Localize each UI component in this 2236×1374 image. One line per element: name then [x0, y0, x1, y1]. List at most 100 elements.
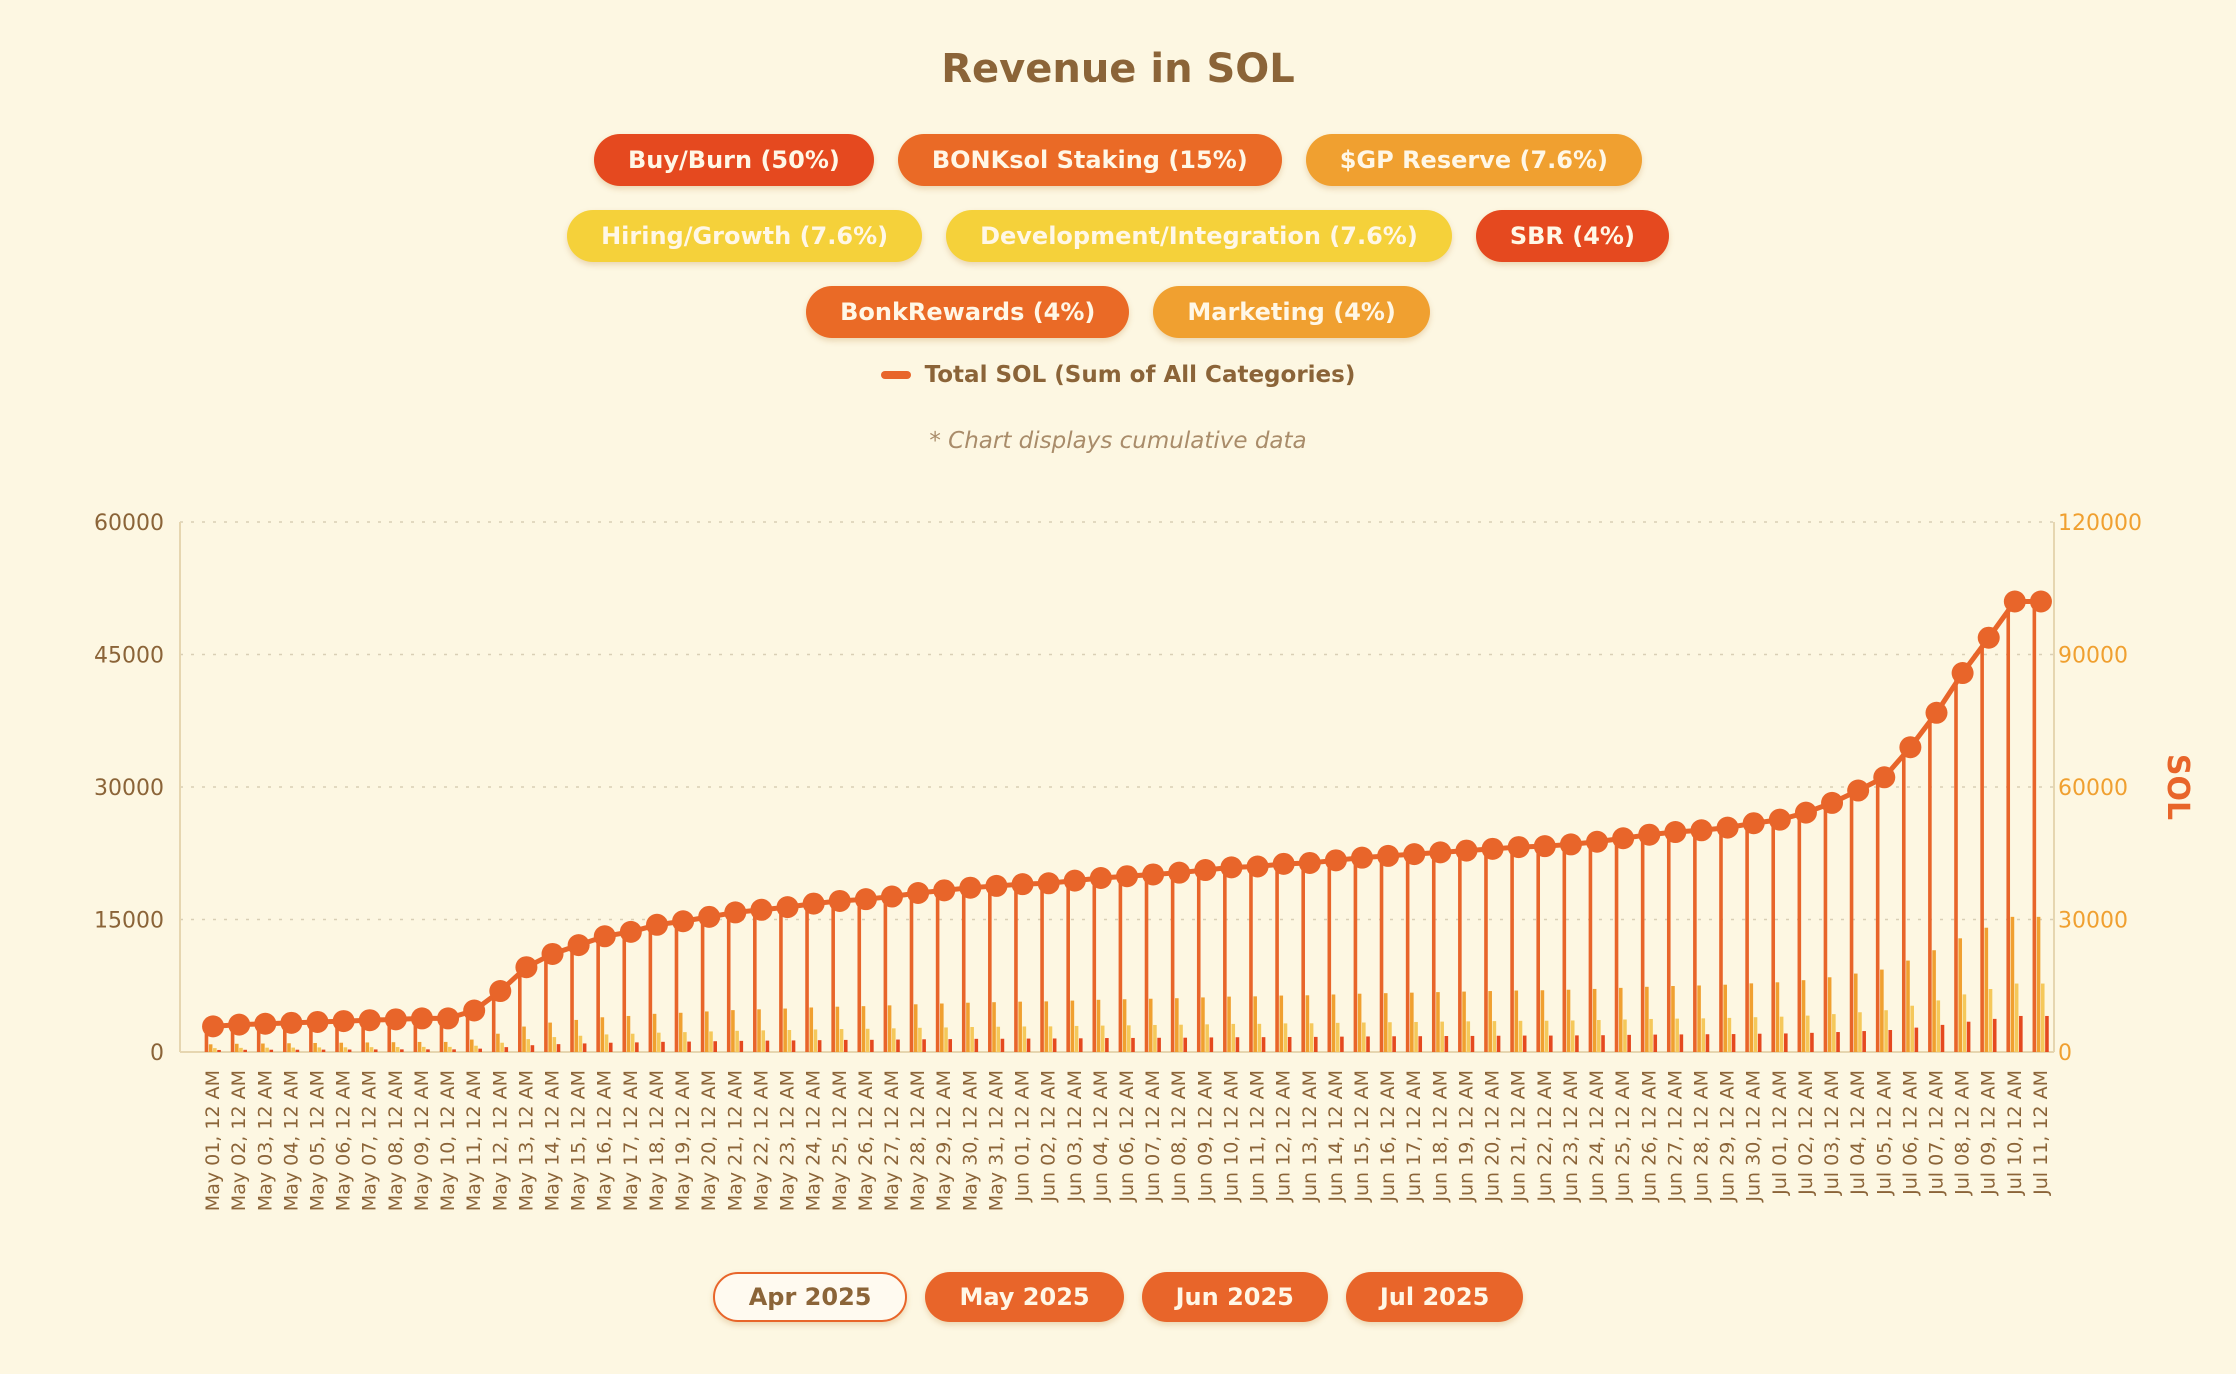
bar — [1705, 1034, 1710, 1052]
bar — [909, 893, 914, 1052]
total-sol-point — [1481, 837, 1504, 860]
bar — [1640, 834, 1645, 1052]
x-tick-label: Jun 10, 12 AM — [1220, 1070, 1242, 1203]
x-tick-label: Jul 06, 12 AM — [1899, 1070, 1921, 1196]
bar — [1040, 883, 1044, 1052]
bar — [1144, 874, 1149, 1052]
total-sol-point — [698, 905, 721, 928]
x-tick-label: May 06, 12 AM — [333, 1070, 355, 1211]
bar — [1753, 1017, 1758, 1052]
bar — [2019, 1015, 2023, 1052]
bar — [1510, 847, 1514, 1052]
bar — [704, 1011, 709, 1052]
bar — [1414, 1021, 1418, 1052]
bar — [282, 1022, 287, 1052]
total-sol-point — [959, 876, 982, 899]
bar — [843, 1039, 848, 1052]
x-tick-label: May 03, 12 AM — [254, 1070, 276, 1211]
total-line-legend[interactable]: Total SOL (Sum of All Categories) — [0, 362, 2236, 388]
total-sol-point — [880, 885, 903, 908]
bar — [552, 1037, 557, 1052]
bar — [935, 890, 940, 1052]
x-tick-label: May 09, 12 AM — [411, 1070, 433, 1211]
legend-pill[interactable]: BonkRewards (4%) — [806, 286, 1130, 338]
legend-pill[interactable]: SBR (4%) — [1475, 210, 1669, 262]
bar — [448, 1046, 452, 1052]
month-button[interactable]: Jul 2025 — [1345, 1272, 1524, 1322]
y-left-tick-label: 15000 — [94, 909, 164, 934]
bar — [787, 1030, 792, 1052]
bar — [857, 899, 862, 1052]
bar — [604, 1034, 609, 1052]
x-tick-label: Jun 03, 12 AM — [1064, 1070, 1086, 1203]
legend-pill[interactable]: BONKsol Staking (15%) — [897, 134, 1282, 186]
bar — [887, 1005, 892, 1052]
x-tick-label: Jun 16, 12 AM — [1377, 1070, 1399, 1203]
bar — [1645, 986, 1649, 1052]
bar — [1888, 1030, 1893, 1052]
bar — [1853, 973, 1858, 1052]
x-tick-label: Jul 05, 12 AM — [1873, 1070, 1895, 1196]
legend-row: Buy/Burn (50%) BONKsol Staking (15%) $GP R… — [0, 134, 2236, 186]
bar — [1962, 994, 1967, 1052]
bar — [996, 1026, 1001, 1052]
x-tick-label: May 30, 12 AM — [959, 1070, 981, 1211]
bar — [239, 1047, 243, 1052]
legend-pill[interactable]: Development/Integration (7.6%) — [946, 210, 1452, 262]
bar — [526, 1039, 531, 1052]
legend-pill[interactable]: Hiring/Growth (7.6%) — [567, 210, 923, 262]
month-button[interactable]: Jun 2025 — [1141, 1272, 1328, 1322]
total-sol-point — [1716, 816, 1739, 839]
x-tick-label: Jul 10, 12 AM — [2004, 1070, 2026, 1196]
bar — [478, 1048, 482, 1052]
bar — [652, 1013, 657, 1052]
bar — [1823, 802, 1828, 1052]
bar — [883, 896, 888, 1052]
bar — [400, 1049, 404, 1052]
total-sol-point — [907, 882, 930, 904]
total-sol-point — [489, 980, 512, 1003]
bar — [813, 1029, 818, 1052]
month-button[interactable]: Apr 2025 — [712, 1272, 908, 1322]
bar — [1392, 1036, 1396, 1052]
bar — [809, 1007, 814, 1052]
bar — [439, 1018, 444, 1052]
bar — [1601, 1035, 1605, 1052]
bar — [1693, 830, 1697, 1052]
bar — [713, 1041, 717, 1052]
bar — [1540, 990, 1545, 1052]
bar — [1462, 991, 1466, 1052]
bar — [243, 1049, 247, 1052]
bar — [1988, 989, 1993, 1052]
bar — [1431, 852, 1436, 1052]
total-sol-point — [672, 910, 695, 933]
total-sol-point — [1011, 873, 1034, 896]
month-filter: Apr 2025 May 2025 Jun 2025 Jul 2025 — [0, 1272, 2236, 1322]
bar — [1157, 1037, 1161, 1052]
bar — [1901, 747, 1906, 1052]
x-tick-label: Jun 20, 12 AM — [1482, 1070, 1504, 1203]
bar — [1249, 866, 1253, 1052]
x-tick-label: Jul 01, 12 AM — [1769, 1070, 1791, 1196]
total-sol-point — [1559, 833, 1582, 856]
x-tick-label: Jun 23, 12 AM — [1560, 1070, 1582, 1203]
bar — [234, 1043, 239, 1052]
total-sol-point — [2003, 590, 2026, 613]
x-tick-label: Jul 04, 12 AM — [1847, 1070, 1869, 1196]
legend-pill[interactable]: $GP Reserve (7.6%) — [1305, 134, 1642, 186]
legend-pill[interactable]: Buy/Burn (50%) — [594, 134, 874, 186]
total-sol-point — [1272, 852, 1295, 875]
month-button[interactable]: May 2025 — [925, 1272, 1124, 1322]
total-sol-point — [306, 1010, 329, 1033]
bar — [1283, 1023, 1288, 1052]
bar — [1518, 1020, 1523, 1052]
x-tick-label: Jun 07, 12 AM — [1142, 1070, 1164, 1203]
legend-pill[interactable]: Marketing (4%) — [1153, 286, 1430, 338]
bar — [944, 1027, 948, 1052]
bar — [548, 1022, 552, 1052]
y-left-tick-label: 30000 — [94, 776, 164, 801]
bar — [1675, 1018, 1679, 1052]
total-sol-point — [776, 896, 799, 919]
x-tick-label: May 08, 12 AM — [385, 1070, 407, 1211]
total-sol-point — [619, 920, 642, 943]
